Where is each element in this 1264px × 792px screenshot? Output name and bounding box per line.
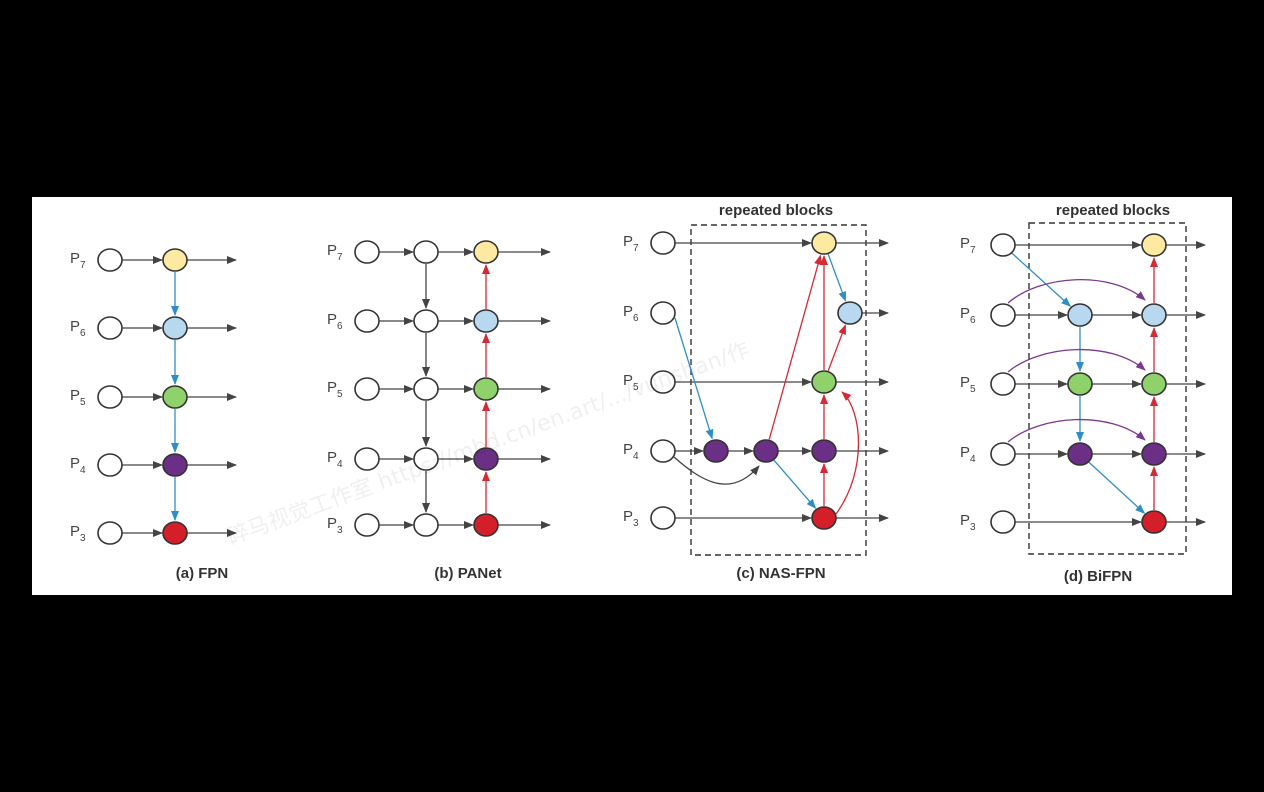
bifpn-label-p3: P3 <box>960 512 976 533</box>
fpn-fused-node-p3 <box>162 521 188 545</box>
bifpn-input-node-p4 <box>990 442 1016 466</box>
nasfpn-label-p6: P6 <box>623 303 639 324</box>
bifpn-label-p5: P5 <box>960 374 976 395</box>
fpn-input-node-p5 <box>97 385 123 409</box>
nasfpn-fused-node-p6 <box>837 301 863 325</box>
fpn-input-node-p4 <box>97 453 123 477</box>
bifpn-repeated-block-box <box>1028 222 1187 555</box>
nasfpn-p6-to-a-arrow <box>674 317 714 440</box>
panet-mid-node-p6 <box>413 309 439 333</box>
bifpn-fused-node-p6 <box>1141 303 1167 327</box>
fpn-label-p3: P3 <box>70 523 86 544</box>
panet-caption: (b) PANet <box>434 565 501 582</box>
nasfpn-label-p4: P4 <box>623 441 639 462</box>
bifpn-mid-node-p5 <box>1067 372 1093 396</box>
fpn-input-node-p3 <box>97 521 123 545</box>
bifpn-fused-node-p3 <box>1141 510 1167 534</box>
panet-mid-node-p7 <box>413 240 439 264</box>
panet-label-p6: P6 <box>327 311 343 332</box>
panet-label-p4: P4 <box>327 449 343 470</box>
fpn-label-p5: P5 <box>70 387 86 408</box>
bifpn-mid-node-p6 <box>1067 303 1093 327</box>
bifpn-input-node-p5 <box>990 372 1016 396</box>
panet-label-p5: P5 <box>327 379 343 400</box>
panet-input-node-p6 <box>354 309 380 333</box>
nasfpn-input-node-p6 <box>650 301 676 325</box>
fpn-fused-node-p4 <box>162 453 188 477</box>
fpn-label-p7: P7 <box>70 250 86 271</box>
nasfpn-caption: (c) NAS-FPN <box>736 565 825 582</box>
nasfpn-intermediate-node-b <box>753 439 779 463</box>
bifpn-input-node-p7 <box>990 233 1016 257</box>
fpn-fused-node-p6 <box>162 316 188 340</box>
fpn-input-node-p6 <box>97 316 123 340</box>
bifpn-p5-skip-arrow <box>1007 348 1146 373</box>
panet-mid-node-p3 <box>413 513 439 537</box>
bifpn-label-p7: P7 <box>960 235 976 256</box>
panet-input-node-p4 <box>354 447 380 471</box>
bifpn-label-p4: P4 <box>960 444 976 465</box>
nasfpn-repeated-blocks-label: repeated blocks <box>719 202 833 219</box>
panet-fused-node-p3 <box>473 513 499 537</box>
nasfpn-input-node-p3 <box>650 506 676 530</box>
panet-mid-node-p4 <box>413 447 439 471</box>
fpn-input-node-p7 <box>97 248 123 272</box>
panet-mid-node-p5 <box>413 377 439 401</box>
nasfpn-fused-node-p4 <box>811 439 837 463</box>
nasfpn-fused-node-p3 <box>811 506 837 530</box>
panet-fused-node-p7 <box>473 240 499 264</box>
fpn-label-p4: P4 <box>70 455 86 476</box>
panet-label-p3: P3 <box>327 515 343 536</box>
nasfpn-fused-node-p7 <box>811 231 837 255</box>
nodes-layer <box>97 231 1167 545</box>
nasfpn-input-node-p7 <box>650 231 676 255</box>
bifpn-p4-skip-arrow <box>1007 418 1146 443</box>
nasfpn-p5-to-p6-arrow <box>827 324 847 371</box>
nasfpn-input-node-p5 <box>650 370 676 394</box>
fpn-fused-node-p5 <box>162 385 188 409</box>
nasfpn-b-to-p3-arrow <box>773 459 817 509</box>
bifpn-caption: (d) BiFPN <box>1064 568 1132 585</box>
nasfpn-p7-to-p6-arrow <box>827 254 847 302</box>
bifpn-fused-node-p5 <box>1141 372 1167 396</box>
nasfpn-intermediate-node-a <box>703 439 729 463</box>
edges-layer <box>122 222 1206 556</box>
panet-fused-node-p5 <box>473 377 499 401</box>
nasfpn-input-node-p4 <box>650 439 676 463</box>
bifpn-mid-node-p4 <box>1067 442 1093 466</box>
nasfpn-fused-node-p5 <box>811 370 837 394</box>
bifpn-p7-to-mid6-arrow <box>1011 252 1072 307</box>
nasfpn-p3-to-p5-arrow <box>835 391 860 515</box>
bifpn-mid4-to-p3-arrow <box>1088 461 1146 514</box>
bifpn-p6-skip-arrow <box>1007 278 1146 304</box>
panet-fused-node-p6 <box>473 309 499 333</box>
panet-label-p7: P7 <box>327 242 343 263</box>
panet-input-node-p3 <box>354 513 380 537</box>
panet-input-node-p7 <box>354 240 380 264</box>
fpn-caption: (a) FPN <box>176 565 229 582</box>
panet-input-node-p5 <box>354 377 380 401</box>
nasfpn-b-to-p7-arrow <box>768 254 822 440</box>
panet-fused-node-p4 <box>473 447 499 471</box>
bifpn-input-node-p6 <box>990 303 1016 327</box>
bifpn-repeated-blocks-label: repeated blocks <box>1056 202 1170 219</box>
fpn-label-p6: P6 <box>70 318 86 339</box>
bifpn-fused-node-p7 <box>1141 233 1167 257</box>
nasfpn-p4-skip-arrow <box>673 456 760 485</box>
nasfpn-label-p3: P3 <box>623 508 639 529</box>
nasfpn-repeated-block-box <box>690 224 867 556</box>
fpn-fused-node-p7 <box>162 248 188 272</box>
bifpn-label-p6: P6 <box>960 305 976 326</box>
nasfpn-label-p7: P7 <box>623 233 639 254</box>
bifpn-fused-node-p4 <box>1141 442 1167 466</box>
bifpn-input-node-p3 <box>990 510 1016 534</box>
